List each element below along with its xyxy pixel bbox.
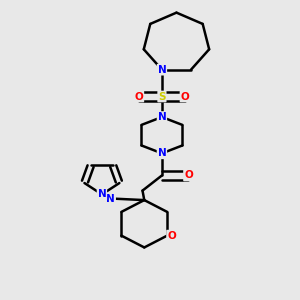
Text: N: N xyxy=(158,65,166,75)
Text: N: N xyxy=(158,112,166,122)
Text: N: N xyxy=(98,189,106,200)
Text: O: O xyxy=(167,231,176,241)
Text: O: O xyxy=(181,92,189,101)
Text: O: O xyxy=(135,92,143,101)
Text: N: N xyxy=(106,194,115,203)
Text: O: O xyxy=(184,170,193,181)
Text: N: N xyxy=(158,148,166,158)
Text: S: S xyxy=(158,92,166,101)
